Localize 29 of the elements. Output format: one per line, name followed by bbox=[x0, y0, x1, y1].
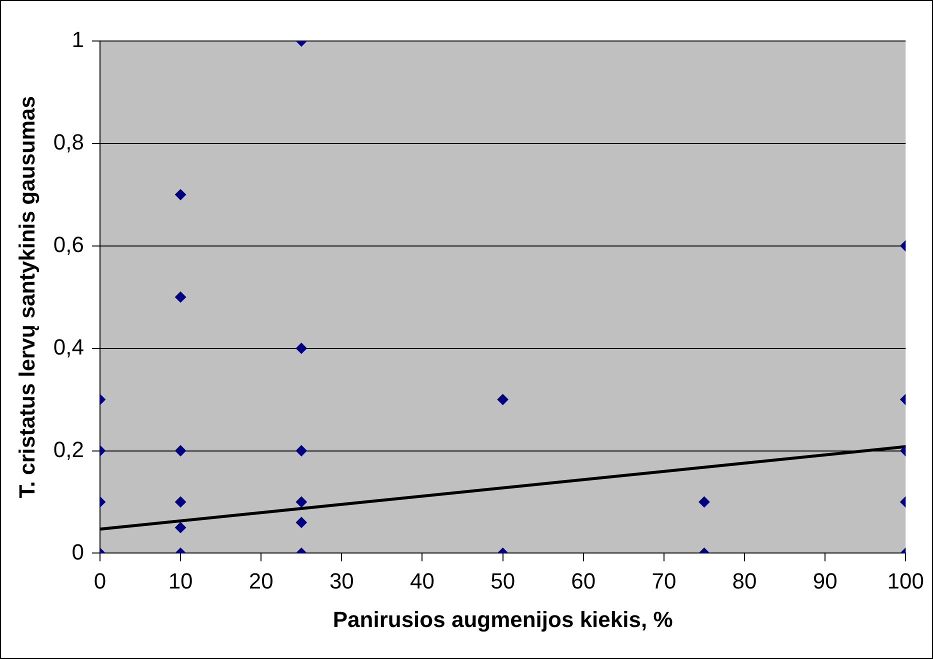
x-tick-label: 70 bbox=[652, 568, 676, 594]
x-tick-label: 60 bbox=[571, 568, 596, 594]
y-tick-label: 1 bbox=[72, 27, 84, 52]
x-tick-label: 20 bbox=[248, 568, 274, 594]
y-tick-label: 0 bbox=[72, 539, 84, 564]
x-tick-label: 0 bbox=[94, 568, 106, 594]
x-tick-label: 40 bbox=[410, 568, 434, 594]
point bbox=[296, 516, 307, 528]
point bbox=[296, 496, 307, 508]
y-axis-title: T. cristatus lervų santykinis gausumas bbox=[14, 96, 40, 498]
x-tick-label: 30 bbox=[329, 568, 354, 594]
point bbox=[497, 394, 508, 406]
x-tick-label: 80 bbox=[732, 568, 757, 594]
y-tick-label: 0,2 bbox=[53, 436, 84, 462]
x-tick-label: 90 bbox=[812, 568, 838, 594]
x-tick-label: 100 bbox=[887, 568, 924, 594]
point bbox=[175, 189, 186, 200]
point bbox=[175, 445, 186, 456]
point bbox=[175, 292, 186, 303]
y-tick-label: 0,8 bbox=[53, 130, 84, 155]
y-tick-label: 0,6 bbox=[53, 232, 84, 257]
point bbox=[175, 496, 186, 508]
x-axis-title: Panirusios augmenijos kiekis, % bbox=[332, 606, 673, 632]
point bbox=[296, 445, 307, 456]
point bbox=[175, 522, 186, 534]
point bbox=[296, 342, 307, 354]
x-tick-label: 50 bbox=[490, 568, 516, 594]
y-tick-label: 0,4 bbox=[53, 334, 84, 360]
x-tick-label: 10 bbox=[168, 568, 193, 594]
